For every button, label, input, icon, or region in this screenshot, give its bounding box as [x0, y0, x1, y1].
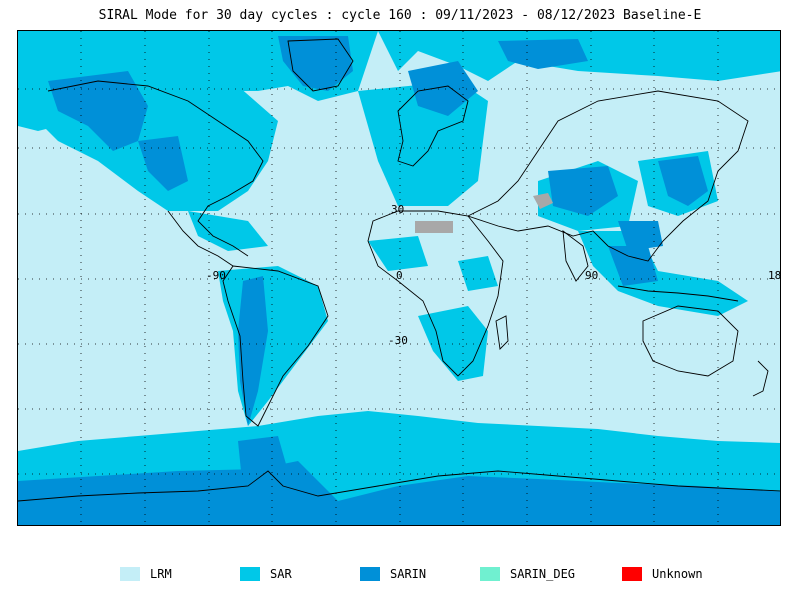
coastlines [18, 38, 780, 502]
legend-item-lrm: LRM [120, 566, 172, 582]
lon-label-180: 180 [768, 269, 781, 282]
legend-swatch-lrm [120, 567, 140, 581]
lat-label-m30: -30 [388, 334, 408, 347]
lon-label-m90: -90 [206, 269, 226, 282]
map-canvas [18, 31, 780, 525]
legend: LRM SAR SARIN SARIN_DEG Unknown [0, 562, 800, 586]
legend-swatch-sarin-deg [480, 567, 500, 581]
world-map: 30 -30 -90 0 90 180 [17, 30, 781, 526]
legend-label-sarin: SARIN [390, 567, 427, 581]
legend-item-sar: SAR [240, 566, 292, 582]
lat-label-30: 30 [391, 203, 405, 216]
legend-label-sar: SAR [270, 567, 292, 581]
legend-item-unknown: Unknown [622, 566, 703, 582]
legend-item-sarin-deg: SARIN_DEG [480, 566, 575, 582]
map-title: SIRAL Mode for 30 day cycles : cycle 160… [98, 8, 702, 23]
lon-label-90: 90 [585, 269, 599, 282]
graticule [18, 31, 780, 525]
grey-gap-region [415, 221, 453, 233]
legend-swatch-unknown [622, 567, 642, 581]
legend-label-sarin-deg: SARIN_DEG [510, 567, 576, 581]
legend-swatch-sarin [360, 567, 380, 581]
grey-gap-region-asia [533, 193, 553, 209]
sarin-regions [18, 36, 780, 525]
legend-swatch-sar [240, 567, 260, 581]
legend-label-unknown: Unknown [652, 567, 703, 581]
legend-item-sarin: SARIN [360, 566, 426, 582]
legend-label-lrm: LRM [150, 567, 172, 581]
lon-label-0: 0 [396, 269, 403, 282]
